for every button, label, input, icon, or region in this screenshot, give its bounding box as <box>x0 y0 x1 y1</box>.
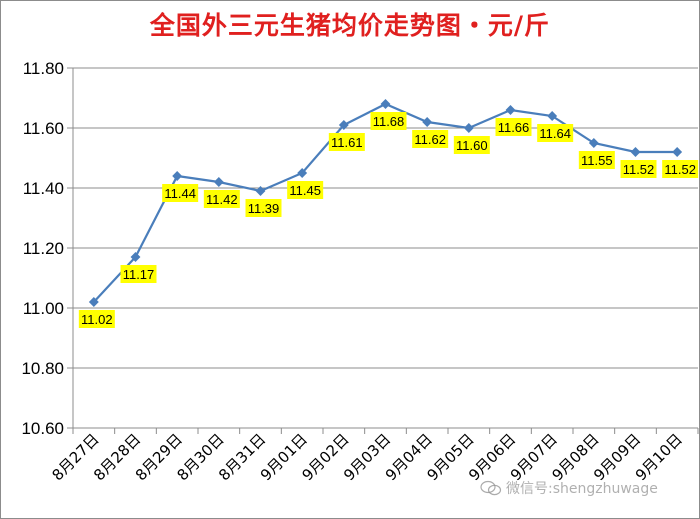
data-label-bg <box>328 133 365 151</box>
y-tick-label: 11.00 <box>23 299 64 318</box>
data-label-bg <box>245 199 282 217</box>
data-point <box>463 123 474 133</box>
data-label: 11.52 <box>662 160 699 178</box>
y-tick-label: 11.80 <box>23 59 64 78</box>
data-label: 11.02 <box>78 310 115 328</box>
data-point <box>547 111 558 121</box>
data-label: 11.66 <box>495 118 532 136</box>
data-label: 11.52 <box>620 160 657 178</box>
data-label-text: 11.44 <box>164 186 196 201</box>
data-point <box>380 99 391 109</box>
x-axis-ticks: 8月27日8月28日8月29日8月30日8月31日9月01日9月02日9月03日… <box>48 430 686 484</box>
data-label-text: 11.62 <box>414 132 446 147</box>
data-label: 11.61 <box>328 133 365 151</box>
data-label-bg <box>287 181 324 199</box>
wechat-icon <box>480 480 502 496</box>
data-label-bg <box>203 190 240 208</box>
data-label: 11.17 <box>120 265 157 283</box>
data-label-text: 11.17 <box>123 267 155 282</box>
chart-title: 全国外三元生猪均价走势图・元/斤 <box>149 11 551 40</box>
data-label-text: 11.42 <box>206 192 238 207</box>
watermark: 微信号:shengzhuwage <box>480 478 658 498</box>
data-point <box>588 138 599 148</box>
data-label-text: 11.52 <box>623 162 655 177</box>
y-tick-label: 11.60 <box>23 119 64 138</box>
y-tick-label: 10.60 <box>21 419 64 438</box>
data-label-bg <box>162 184 199 202</box>
data-point <box>130 252 141 262</box>
data-label-bg <box>370 112 407 130</box>
axes <box>67 67 699 434</box>
data-label-bg <box>412 130 449 148</box>
data-label: 11.55 <box>578 151 615 169</box>
data-label: 11.45 <box>287 181 324 199</box>
data-point <box>422 117 433 127</box>
y-axis-ticks: 10.60 10.80 11.00 11.20 11.40 11.60 11.80 <box>21 59 64 438</box>
data-label-text: 11.66 <box>498 120 530 135</box>
data-label-bg <box>662 160 699 178</box>
series-line <box>88 99 683 307</box>
data-point <box>172 171 183 181</box>
data-point <box>213 177 224 187</box>
data-label-text: 11.64 <box>539 126 571 141</box>
data-label-bg <box>495 118 532 136</box>
data-point <box>255 186 266 196</box>
data-label: 11.44 <box>162 184 199 202</box>
y-tick-label: 10.80 <box>21 359 64 378</box>
data-label: 11.39 <box>245 199 282 217</box>
data-point <box>505 105 516 115</box>
y-tick-label: 11.20 <box>23 239 64 258</box>
data-point <box>672 147 683 157</box>
data-point <box>297 168 308 178</box>
data-labels: 11.02 11.17 11.44 11.42 11.39 11.45 11.61 11.68… <box>78 112 699 328</box>
data-point <box>630 147 641 157</box>
data-label: 11.42 <box>203 190 240 208</box>
data-label-bg <box>620 160 657 178</box>
data-label-text: 11.61 <box>331 135 363 150</box>
data-label: 11.60 <box>453 136 490 154</box>
data-label-bg <box>537 124 574 142</box>
x-tick-label: 9月10日 <box>632 430 686 484</box>
data-label: 11.62 <box>412 130 449 148</box>
data-label-text: 11.55 <box>581 153 613 168</box>
data-label: 11.64 <box>537 124 574 142</box>
data-label-bg <box>78 310 115 328</box>
data-label-bg <box>120 265 157 283</box>
data-label-text: 11.68 <box>373 114 405 129</box>
series-line-path <box>93 102 678 303</box>
data-label-bg <box>578 151 615 169</box>
data-label-bg <box>453 136 490 154</box>
data-label-text: 11.52 <box>664 162 696 177</box>
watermark-text: 微信号:shengzhuwage <box>506 481 658 497</box>
data-label-text: 11.39 <box>248 201 280 216</box>
data-label-text: 11.60 <box>456 138 488 153</box>
data-label-text: 11.45 <box>289 183 321 198</box>
data-label: 11.68 <box>370 112 407 130</box>
data-label-text: 11.02 <box>81 312 113 327</box>
y-tick-label: 11.40 <box>23 179 64 198</box>
